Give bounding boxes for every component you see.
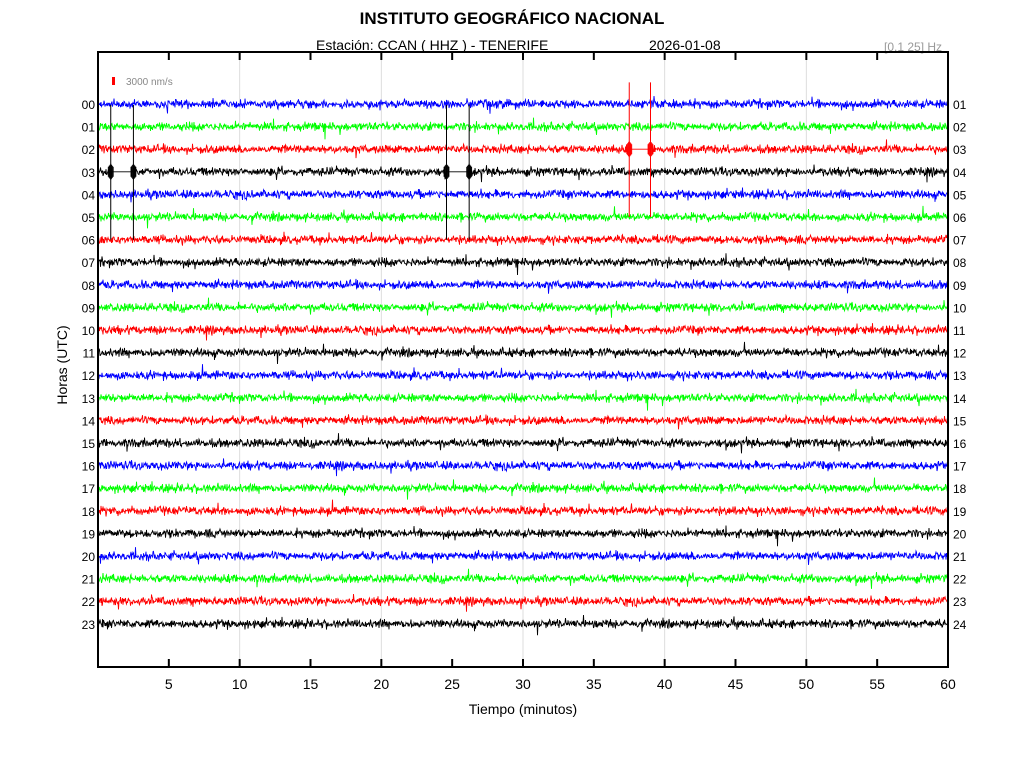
hour-label-left: 22 <box>82 595 96 609</box>
hour-label-right: 14 <box>953 392 967 406</box>
hour-label-left: 11 <box>83 347 96 361</box>
hour-label-left: 10 <box>82 324 96 338</box>
hour-label-left: 21 <box>82 573 96 587</box>
station-label: Estación: CCAN ( HHZ ) - TENERIFE <box>316 37 549 53</box>
hour-label-right: 15 <box>953 414 967 428</box>
hour-label-right: 21 <box>953 550 967 564</box>
hour-label-right: 05 <box>953 188 967 202</box>
hour-label-left: 02 <box>82 143 96 157</box>
hour-label-right: 17 <box>953 460 967 474</box>
hour-label-left: 08 <box>82 279 96 293</box>
hour-label-right: 16 <box>953 437 967 451</box>
x-tick-label: 35 <box>586 676 602 692</box>
hour-label-left: 19 <box>82 527 96 541</box>
trace-row-06 <box>97 231 949 246</box>
x-tick-label: 25 <box>444 676 460 692</box>
hour-label-left: 13 <box>82 392 96 406</box>
hour-label-right: 18 <box>953 482 967 496</box>
trace-row-07 <box>97 253 949 276</box>
hour-label-left: 03 <box>82 166 96 180</box>
trace-row-23 <box>97 614 949 636</box>
hour-label-left: 18 <box>82 505 96 519</box>
hour-label-right: 04 <box>953 166 967 180</box>
hour-label-right: 08 <box>953 256 967 270</box>
scale-label: 3000 nm/s <box>126 77 173 88</box>
trace-row-17 <box>97 477 949 500</box>
trace-row-19 <box>97 525 949 547</box>
hour-label-right: 09 <box>953 279 967 293</box>
x-tick-label: 50 <box>799 676 815 692</box>
filter-band-label: [0.1 25] Hz <box>884 40 943 54</box>
hour-label-right: 02 <box>953 121 967 135</box>
hour-label-right: 06 <box>953 211 967 225</box>
hour-label-left: 04 <box>82 188 96 202</box>
trace-row-18 <box>97 499 949 518</box>
trace-row-13 <box>97 388 949 411</box>
trace-row-05 <box>97 205 949 229</box>
hour-label-left: 16 <box>82 460 96 474</box>
trace-row-15 <box>97 433 949 454</box>
x-tick-label: 40 <box>657 676 673 692</box>
trace-row-02 <box>97 139 949 159</box>
hour-label-right: 24 <box>953 618 967 632</box>
trace-row-00 <box>97 95 949 114</box>
hour-label-left: 20 <box>82 550 96 564</box>
hour-label-right: 11 <box>953 324 966 338</box>
trace-row-04 <box>97 187 949 203</box>
x-tick-label: 20 <box>374 676 390 692</box>
x-tick-label: 10 <box>232 676 248 692</box>
trace-row-22 <box>97 593 949 612</box>
x-tick-label: 15 <box>303 676 319 692</box>
hour-label-right: 19 <box>953 505 967 519</box>
hour-label-left: 14 <box>82 414 96 428</box>
hour-label-right: 22 <box>953 573 967 587</box>
chart-title: INSTITUTO GEOGRÁFICO NACIONAL <box>359 9 665 28</box>
hour-label-right: 10 <box>953 301 967 315</box>
hour-label-right: 20 <box>953 527 967 541</box>
x-axis-label: Tiempo (minutos) <box>468 701 578 717</box>
hour-label-left: 09 <box>82 301 96 315</box>
hour-label-left: 00 <box>82 98 96 112</box>
trace-row-11 <box>97 341 949 365</box>
scale-bar <box>112 77 115 85</box>
date-label: 2026-01-08 <box>649 37 721 53</box>
hour-label-left: 17 <box>82 482 96 496</box>
hour-label-left: 12 <box>82 369 96 383</box>
trace-row-09 <box>97 297 949 318</box>
trace-row-08 <box>97 278 949 294</box>
hour-label-right: 07 <box>953 234 967 248</box>
hour-label-right: 01 <box>953 98 967 112</box>
hour-label-left: 05 <box>82 211 96 225</box>
trace-row-20 <box>97 547 949 565</box>
trace-row-12 <box>97 364 949 382</box>
hour-label-left: 23 <box>82 618 96 632</box>
trace-row-10 <box>97 323 949 341</box>
trace-row-14 <box>97 413 949 430</box>
hour-label-right: 23 <box>953 595 967 609</box>
trace-row-01 <box>97 117 949 140</box>
hour-label-left: 15 <box>82 437 96 451</box>
hour-label-right: 03 <box>953 143 967 157</box>
x-tick-label: 60 <box>940 676 956 692</box>
x-tick-label: 30 <box>515 676 531 692</box>
trace-row-16 <box>97 458 949 477</box>
x-tick-label: 45 <box>728 676 744 692</box>
hour-label-left: 07 <box>82 256 96 270</box>
x-tick-label: 5 <box>165 676 173 692</box>
hour-label-left: 06 <box>82 234 96 248</box>
trace-row-21 <box>97 568 949 589</box>
hour-label-left: 01 <box>82 121 96 135</box>
hour-label-right: 13 <box>953 369 967 383</box>
hour-label-right: 12 <box>953 347 967 361</box>
trace-row-03 <box>97 164 949 183</box>
x-tick-label: 55 <box>869 676 885 692</box>
